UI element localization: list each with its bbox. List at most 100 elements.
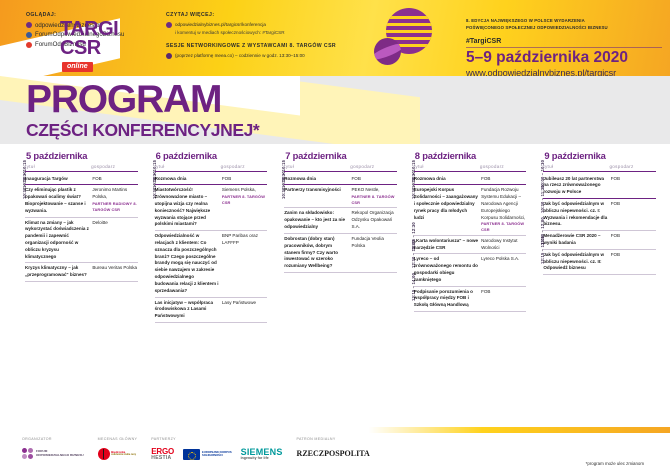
session-row[interactable]: Menadżerowie CSR 2020 – wyniki badania FO…	[543, 231, 656, 250]
session-title: Czy eliminując plastik z opakowań ocalim…	[25, 187, 86, 213]
read-more-link[interactable]: odpowiedzialnybiznes.pl/targicsr/konfere…	[166, 21, 361, 28]
read-more-link-text: odpowiedzialnybiznes.pl/targicsr/konfere…	[175, 21, 266, 27]
session-row[interactable]: Jak być odpowiedzialnym w obliczu niepew…	[543, 250, 656, 276]
session-row[interactable]: Miastotwórczość! Zrównoważone miasto – u…	[154, 185, 268, 232]
watch-block: OGLĄDAJ: odpowiedzialnybiznes.pl ForumOd…	[26, 12, 166, 51]
sponsor-caption: PARTNERZY	[151, 437, 176, 441]
session-row[interactable]: Las inicjatyw – współpraca środowiskowa …	[154, 298, 268, 323]
session-title: Rozmowa dnia	[413, 175, 446, 181]
session-title-cell: Las inicjatyw – współpraca środowiskowa …	[155, 300, 222, 320]
session-row[interactable]: Partnerzy transmisyjności PEKO Nestle, PAR…	[284, 185, 397, 209]
page-header: OGLĄDAJ: odpowiedzialnybiznes.pl ForumOd…	[0, 0, 670, 76]
tagline-line-2: POŚWIĘCONEGO SPOŁECZNEJ ODPOWIEDZIALNOŚC…	[466, 24, 608, 30]
col-header-host: gospodarz	[609, 164, 634, 169]
session-row[interactable]: Kryzys klimatyczny – jak „przeprogramowa…	[25, 263, 138, 283]
sponsor-caption: PATRON MEDIALNY	[296, 437, 336, 441]
youtube-icon	[26, 41, 32, 48]
session-title: Zanim na składowisko: opakowanie – kto j…	[284, 210, 346, 230]
fob-logo-sub: ODPOWIEDZIALNEGO BIZNESU	[36, 453, 84, 457]
watch-link-website[interactable]: odpowiedzialnybiznes.pl	[26, 22, 166, 30]
session-host: Lasy Państwowe	[221, 299, 257, 305]
session-row[interactable]: Odpowiedzialność w relacjach z klientem:…	[154, 231, 268, 298]
session-partner-badge: PARTNER RADIOWY 8. TARGÓW CSR	[92, 200, 137, 212]
time-gutter: 10:00 – 10:15 10:30 – 11:30	[144, 150, 157, 427]
column-headers: tytuł gospodarz	[284, 164, 397, 172]
session-host: FOB	[481, 288, 491, 294]
session-title: Europejski Korpus Solidarności – zaangaż…	[413, 187, 478, 220]
day-title: 9 października	[544, 150, 606, 161]
session-title: Odpowiedzialność w relacjach z klientem:…	[154, 233, 219, 293]
siemens-logo-sub: Ingenuity for life	[240, 455, 269, 460]
session-host-cell: FOB	[222, 176, 267, 183]
event-hashtag: #TargiCSR	[466, 38, 502, 46]
session-title-cell: Klimat na zmiany – jak wykorzystać doświ…	[25, 220, 92, 261]
session-row[interactable]: „Karta wolontariusza" – nowe narzędzie C…	[413, 236, 527, 255]
day-title: 6 października	[155, 150, 217, 161]
session-title: Inauguracja Targów	[25, 175, 68, 181]
session-row[interactable]: Podpisanie porozumienia o współpracy mię…	[413, 287, 527, 312]
networking-text: (poprzez platformę meea.co) – codziennie…	[175, 52, 305, 58]
session-row[interactable]: Jubileusz 20 lat partnerstwa na rzecz zr…	[543, 174, 656, 199]
session-host: FOB	[351, 175, 361, 181]
session-row[interactable]: Lyreco – od zrównoważonego remontu do go…	[413, 254, 527, 287]
ergo-logo-sub: HESTIA	[151, 454, 172, 461]
session-host-cell: Jeronimo Martins Polska, PARTNER RADIOWY …	[92, 187, 137, 212]
program-change-note: *program może ulec zmianom	[585, 461, 644, 466]
read-more-subtext: i komentuj w mediach społecznościowych: …	[175, 30, 285, 36]
session-title-cell: Miastotwórczość! Zrównoważone miasto – u…	[155, 187, 222, 228]
session-row[interactable]: Zanim na składowisko: opakowanie – kto j…	[284, 208, 397, 234]
session-host: FOB	[92, 175, 102, 181]
ladybug-icon	[97, 448, 110, 460]
col-header-title: tytuł	[543, 164, 554, 169]
session-title-cell: Lyreco – od zrównoważonego remontu do go…	[414, 256, 481, 283]
session-partner-badge: PARTNER 8. TARGÓW CSR	[221, 194, 265, 205]
day-title: 7 października	[285, 150, 347, 161]
session-title: „Karta wolontariusza" – nowe narzędzie C…	[413, 237, 479, 250]
divider	[466, 47, 662, 49]
sponsor-caption: MECENAS GŁÓWNY	[97, 437, 138, 441]
sponsor-group-main-patron: MECENAS GŁÓWNY Biedronka codziennie nisk…	[97, 437, 138, 463]
session-row[interactable]: Europejski Korpus Solidarności – zaangaż…	[413, 185, 527, 236]
watch-link-facebook[interactable]: ForumOdpowiedzialnegoBiznesu	[26, 31, 166, 39]
session-title: Menadżerowie CSR 2020 – wyniki badania	[543, 233, 601, 245]
session-title-cell: Jak być odpowiedzialnym w obliczu niepew…	[543, 201, 610, 228]
session-host-cell: FOB	[481, 289, 526, 296]
watch-link-facebook-text: ForumOdpowiedzialnegoBiznesu	[35, 31, 125, 39]
session-title: Kryzys klimatyczny – jak „przeprogramowa…	[25, 265, 87, 278]
session-title-cell: Europejski Korpus Solidarności – zaangaż…	[414, 187, 481, 221]
session-row[interactable]: Jak być odpowiedzialnym w obliczu niepew…	[543, 199, 656, 232]
biedronka-logo: Biedronka codziennie niskie ceny	[97, 448, 136, 460]
session-row[interactable]: Inauguracja Targów FOB	[25, 174, 138, 186]
watch-link-youtube[interactable]: ForumOdpBiznesu	[26, 41, 166, 49]
session-row[interactable]: Rozmowa dnia FOB	[284, 174, 397, 186]
session-host-cell: FOB	[352, 176, 397, 183]
column-headers: tytuł gospodarz	[25, 164, 138, 172]
sponsor-group-partners: PARTNERZY ERGO HESTIA EUROPEJSKI KORPUS …	[151, 437, 282, 463]
session-row[interactable]: Dobrostan (dobry stan) pracowników, dobr…	[284, 234, 397, 273]
logo-online-badge: online	[62, 62, 93, 72]
session-title-cell: Kryzys klimatyczny – jak „przeprogramowa…	[25, 265, 92, 279]
session-host-cell: FOB	[611, 252, 656, 259]
sponsor-logos: ORGANIZATOR FORUM ODPOWIEDZIALNEGO BIZNE…	[22, 437, 370, 463]
session-host-cell: FOB	[481, 176, 526, 183]
session-host: FOB	[610, 233, 621, 239]
logo-small-sphere-icon	[374, 38, 401, 65]
session-row[interactable]: Klimat na zmiany – jak wykorzystać doświ…	[25, 218, 138, 264]
session-title: Jak być odpowiedzialnym w obliczu niepew…	[543, 200, 608, 227]
logo-wordmark: TARGI CSR	[60, 18, 119, 58]
session-host-cell: Rekopol Organizacja Odzysku Opakowań S.A…	[352, 210, 397, 230]
session-host: Siemens Polska,	[221, 187, 256, 193]
session-title: Partnerzy transmisyjności	[284, 187, 341, 193]
page-subtitle: CZĘŚCI KONFERENCYJNEJ*	[26, 120, 260, 140]
chat-icon	[166, 53, 172, 60]
session-row[interactable]: Czy eliminując plastik z opakowań ocalim…	[25, 185, 138, 218]
event-url[interactable]: www.odpowiedzialnybiznes.pl/targicsr	[466, 67, 617, 76]
sponsor-group-organizer: ORGANIZATOR FORUM ODPOWIEDZIALNEGO BIZNE…	[22, 437, 84, 463]
session-title-cell: Menadżerowie CSR 2020 – wyniki badania	[543, 233, 610, 247]
logo-line-1: TARGI	[60, 18, 119, 40]
session-title: Miastotwórczość! Zrównoważone miasto – u…	[154, 187, 211, 227]
col-header-host: gospodarz	[479, 164, 504, 169]
session-row[interactable]: Rozmowa dnia FOB	[154, 174, 268, 186]
session-host-cell: BNP Paribas oraz LAFFFP	[222, 233, 267, 247]
session-row[interactable]: Rozmowa dnia FOB	[413, 174, 527, 186]
